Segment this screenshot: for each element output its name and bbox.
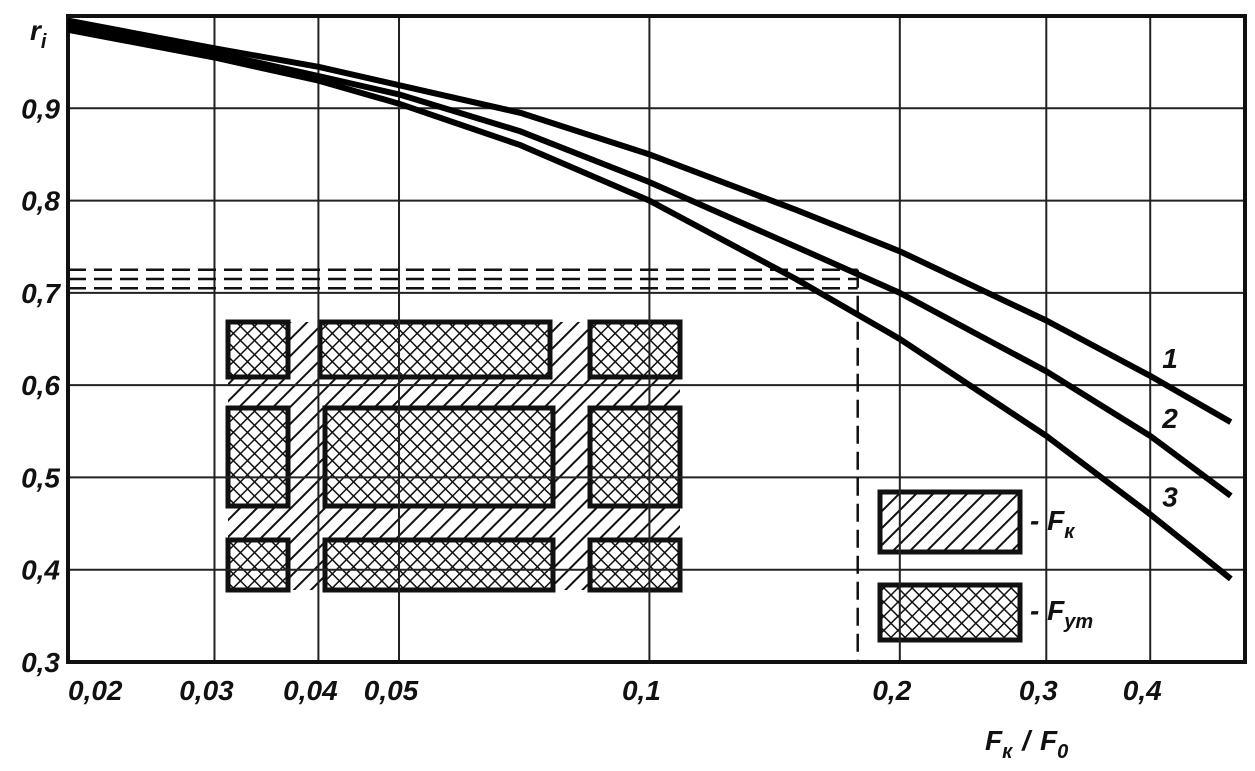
data-line	[67, 26, 1233, 582]
legend-sub: ут	[1063, 611, 1093, 633]
legend-label: - Fут	[1030, 595, 1093, 633]
legend-dash: -	[1030, 505, 1039, 536]
x-tick-label: 0,02	[68, 675, 123, 706]
y-tick-label: 0,4	[21, 555, 60, 586]
x-label-slash: /	[1020, 725, 1033, 756]
y-tick-label: 0,9	[21, 93, 60, 124]
series-label: 2	[1161, 403, 1178, 434]
plot-frame	[66, 14, 1247, 664]
legend-swatch	[877, 582, 1023, 643]
data-line	[67, 17, 1233, 425]
crosshatch-block	[587, 537, 683, 593]
x-label-text: F	[1040, 725, 1058, 756]
x-label-sub: 0	[1057, 741, 1068, 763]
x-axis-label: Fк / F0	[985, 725, 1068, 763]
y-tick-label: 0,3	[21, 647, 60, 678]
y-tick-label: 0,6	[21, 370, 60, 401]
y-label-text: r	[30, 15, 43, 46]
x-tick-label: 0,2	[872, 675, 911, 706]
x-tick-label: 0,03	[179, 675, 234, 706]
legend-text: F	[1047, 595, 1065, 626]
x-label-text: F	[985, 725, 1003, 756]
x-tick-label: 0,4	[1123, 675, 1162, 706]
series-label: 1	[1162, 343, 1178, 374]
legend-sub: к	[1064, 521, 1075, 543]
crosshatch-block	[225, 319, 291, 380]
cross-section-diagram	[225, 319, 683, 593]
series-label: 3	[1162, 481, 1178, 512]
crosshatch-block	[587, 405, 683, 509]
x-tick-label: 0,3	[1019, 675, 1058, 706]
crosshatch-block	[322, 405, 556, 509]
x-tick-label: 0,05	[364, 675, 419, 706]
y-tick-label: 0,7	[21, 278, 61, 309]
crosshatch-block	[225, 405, 291, 509]
x-label-sub: к	[1002, 741, 1013, 763]
legend-text: F	[1047, 505, 1065, 536]
crosshatch-block	[587, 319, 683, 380]
legend-swatch	[877, 489, 1023, 555]
x-tick-label: 0,1	[622, 675, 661, 706]
y-tick-label: 0,8	[21, 186, 60, 217]
y-tick-label: 0,5	[21, 462, 60, 493]
data-line	[67, 22, 1233, 499]
legend-label: - Fк	[1030, 505, 1075, 543]
y-label-sub: i	[41, 31, 47, 53]
legend-dash: -	[1030, 595, 1039, 626]
crosshatch-block	[225, 537, 291, 593]
crosshatch-block	[317, 319, 553, 380]
y-axis-label: ri	[30, 15, 47, 53]
crosshatch-block	[322, 537, 556, 593]
x-tick-label: 0,04	[283, 675, 338, 706]
